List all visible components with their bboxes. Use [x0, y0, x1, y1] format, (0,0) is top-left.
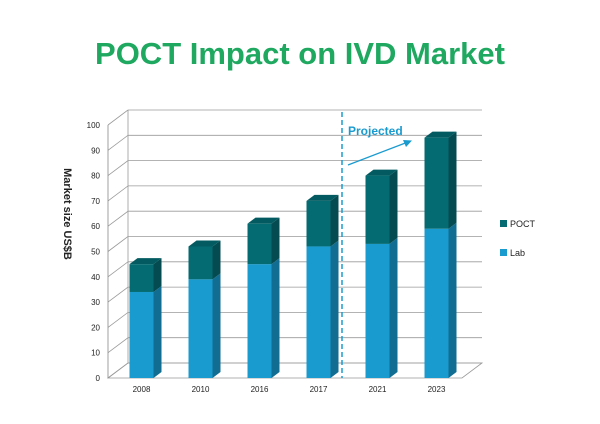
bar-segment-poct-2008 [129, 258, 162, 292]
bar-side [330, 194, 339, 247]
y-tick-label: 40 [91, 273, 100, 282]
bar-side [271, 258, 280, 378]
gridline-side [107, 261, 129, 278]
y-tick-label: 30 [91, 298, 100, 307]
bar-front [129, 264, 154, 292]
gridline-side [107, 286, 129, 303]
bar-front [365, 175, 390, 244]
legend-label: POCT [510, 219, 536, 229]
bar-side [330, 240, 339, 378]
bar-side [212, 240, 221, 280]
bar-front [424, 137, 449, 229]
bar-side [212, 273, 221, 378]
bar-front [306, 246, 331, 378]
bar-side [153, 258, 162, 292]
bar-segment-poct-2023 [424, 131, 457, 229]
y-tick-label: 70 [91, 197, 100, 206]
gridline-side [107, 312, 129, 328]
bar-segment-poct-2016 [247, 217, 280, 265]
bar-front [247, 223, 272, 265]
gridline-side [107, 185, 129, 202]
gridline-side [107, 134, 129, 151]
projection-arrow-head [403, 140, 412, 147]
bar-side [271, 217, 280, 265]
chart-title: POCT Impact on IVD Market [95, 36, 505, 71]
x-tick-label: 2017 [310, 385, 328, 394]
bar-segment-lab-2010 [188, 273, 221, 378]
x-tick-label: 2021 [369, 385, 387, 394]
y-tick-label: 10 [91, 349, 100, 358]
bar-side [389, 169, 398, 244]
bar-front [365, 243, 390, 378]
x-tick-label: 2008 [133, 385, 151, 394]
x-tick-label: 2010 [192, 385, 210, 394]
bar-front [129, 291, 154, 378]
gridline-side [107, 362, 129, 379]
projected-label: Projected [348, 124, 403, 138]
gridline-side [107, 210, 129, 227]
bar-top [306, 194, 339, 201]
bar-front [188, 246, 213, 280]
y-tick-label: 60 [91, 222, 100, 231]
gridline-side [107, 160, 129, 176]
bar-segment-lab-2008 [129, 285, 162, 378]
bar-front [188, 279, 213, 378]
bar-segment-lab-2017 [306, 240, 339, 378]
y-tick-label: 90 [91, 146, 100, 155]
y-tick-label: 0 [96, 374, 101, 383]
legend-swatch [500, 249, 507, 256]
bar-top [365, 169, 398, 176]
bar-segment-poct-2017 [306, 194, 339, 247]
legend-swatch [500, 220, 507, 227]
y-axis-label: Market size US$B [61, 168, 73, 260]
bar-side [389, 237, 398, 378]
y-tick-label: 20 [91, 323, 100, 332]
bar-segment-poct-2021 [365, 169, 398, 244]
legend-label: Lab [510, 248, 525, 258]
bar-side [448, 222, 457, 378]
bar-front [306, 200, 331, 247]
bar-front [247, 264, 272, 378]
bar-top [129, 258, 162, 265]
projection-arrow-line [347, 141, 409, 166]
x-tick-label: 2016 [251, 385, 269, 394]
bar-segment-lab-2016 [247, 258, 280, 378]
bar-segment-lab-2021 [365, 237, 398, 378]
gridline-side [107, 236, 129, 252]
bar-side [153, 285, 162, 378]
bar-top [247, 217, 280, 224]
y-tick-label: 80 [91, 172, 100, 181]
bar-top [188, 240, 221, 247]
bar-front [424, 228, 449, 378]
bar-side [448, 131, 457, 229]
gridline-side [107, 109, 129, 126]
y-tick-label: 50 [91, 248, 100, 257]
bar-top [424, 131, 457, 138]
gridline-side [107, 337, 129, 354]
x-tick-label: 2023 [428, 385, 446, 394]
bar-segment-lab-2023 [424, 222, 457, 378]
bar-segment-poct-2010 [188, 240, 221, 280]
y-tick-label: 100 [87, 121, 101, 130]
